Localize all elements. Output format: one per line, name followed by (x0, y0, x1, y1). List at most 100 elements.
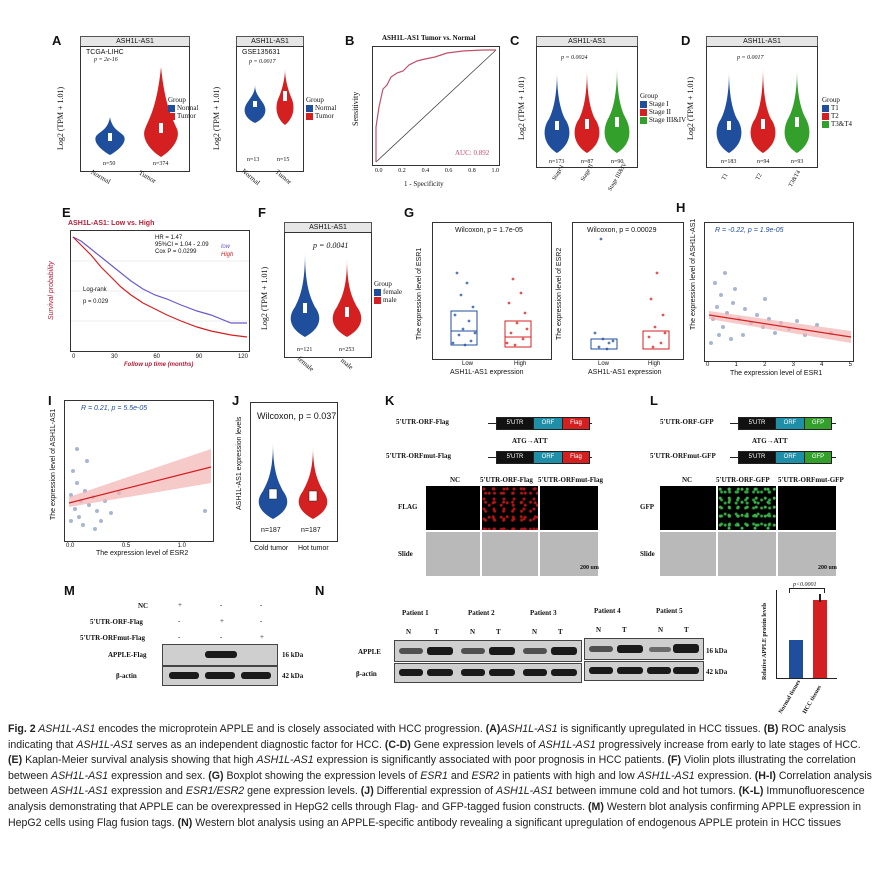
caption-gene: ASH1L-AS1 (500, 723, 558, 735)
panel-i-label: I (48, 393, 52, 408)
panel-d-plot: p = 0.0017 n=183 n=94 n=93 (706, 46, 818, 168)
panel-h-label: H (676, 200, 686, 215)
panel-g-xcat-low-1: Low (462, 361, 474, 367)
panel-c-ylabel: Log2 (TPM + 1.01) (517, 76, 526, 140)
panel-h-stat: R = -0.22, p = 1.9e-05 (715, 227, 784, 234)
panel-b-title: ASH1L-AS1 Tumor vs. Normal (382, 34, 476, 42)
caption-text: ROC analysis indicating that (8, 723, 847, 751)
legend-swatch (822, 112, 829, 120)
panel-k-scale: 200 um (580, 565, 599, 571)
band (489, 647, 515, 655)
tick: 0.0 (66, 543, 75, 549)
lane-t: T (434, 628, 439, 636)
caption-panel-ref: (J) (360, 785, 374, 798)
panel-d-xcat-2: T2 (755, 172, 764, 182)
band (489, 669, 515, 676)
panel-e-label: E (62, 205, 71, 220)
caption-gene: ASH1L-AS1 (256, 754, 314, 767)
panel-l-scale: 200 um (818, 565, 837, 571)
panel-l-img-mut (778, 486, 836, 530)
panel-g-boxplot-1 (450, 271, 532, 348)
tick: 60 (153, 354, 160, 360)
panel-k-seg-flag-2: Flag (562, 451, 590, 464)
tick: 1.0 (177, 543, 186, 549)
panel-m-row-orf: 5'UTR-ORF-Flag (90, 618, 143, 626)
legend-swatch (374, 288, 381, 296)
panel-d-xcat-1: T1 (721, 172, 730, 182)
caption-panel-ref: (C-D) (384, 738, 411, 751)
tick: 0.2 (398, 168, 406, 174)
panel-l-seg-orf-1: ORF (775, 417, 805, 430)
panel-n-blot-apple-label: APPLE (358, 648, 381, 656)
panel-c-legend-1: Stage I (649, 100, 669, 108)
panel-n-patient-3: Patient 3 (530, 609, 557, 617)
panel-m-sign: - (260, 617, 263, 625)
panel-e-xlabel: Follow up time (months) (124, 362, 194, 368)
panel-c-plot: p = 0.0024 n=173 n=87 n=90 (536, 46, 638, 168)
panel-e-legend: low High (221, 243, 233, 259)
panel-n-blot-actin-1 (394, 663, 582, 683)
panel-k-seg-utr-1: 5'UTR (496, 417, 534, 430)
panel-c-label: C (510, 33, 520, 48)
panel-k-col-mut: 5'UTR-ORFmut-Flag (538, 476, 603, 484)
caption-text: between immune cold and hot tumors. (553, 785, 739, 798)
panel-a-legend-normal-1: Normal (177, 104, 199, 112)
panel-l-label: L (650, 393, 658, 408)
panel-l-slide-orf (718, 532, 776, 576)
panel-k-seg-utr-2: 5'UTR (496, 451, 534, 464)
tick: 4 (820, 362, 824, 368)
tick: 1.0 (491, 168, 499, 174)
panel-m-sign: - (260, 601, 263, 609)
band (551, 647, 577, 655)
panel-d-xcat-3: T3&T4 (787, 169, 803, 189)
panel-f-legend-1: female (383, 288, 403, 296)
tick: 0.4 (421, 168, 430, 174)
panel-m-sign: - (220, 601, 223, 609)
lane-t: T (684, 626, 689, 634)
lane-t: T (558, 628, 563, 636)
panel-a-n-1b: n=374 (153, 161, 169, 167)
panel-a-legend-tumor-2: Tumor (315, 112, 334, 120)
panel-l-row-gfp: GFP (640, 503, 654, 511)
caption-panel-ref: (B) (763, 723, 779, 735)
panel-j-n-2: n=187 (301, 527, 321, 534)
panel-a-violins-2 (244, 69, 294, 125)
panel-b-ylabel: Sensitivity (351, 91, 360, 126)
panel-n-blot-actin-2 (584, 661, 704, 681)
tick: 0.6 (444, 168, 453, 174)
panel-l-row-slide: Slide (640, 550, 655, 558)
tick: 30 (110, 354, 118, 360)
caption-text: is significantly upregulated in HCC tiss… (557, 723, 764, 735)
panel-n-bar-xcat-2: HCC tissues (802, 684, 823, 715)
panel-l-seg-orf-2: ORF (775, 451, 805, 464)
panel-k-slide-nc (426, 532, 480, 576)
band (399, 669, 423, 676)
panel-l-construct-2: 5'UTR-ORFmut-GFP (650, 452, 716, 460)
panel-i-ylabel: The expression level of ASH1L-AS1 (50, 408, 57, 520)
panel-k-seg-flag-1: Flag (562, 417, 590, 430)
panel-l-col-nc: NC (682, 476, 693, 484)
panel-a-violins-1 (95, 67, 178, 157)
panel-m-sign: + (260, 633, 264, 641)
panel-f-ylabel: Log2 (TPM + 1.01) (260, 266, 269, 330)
panel-c-n-2: n=87 (581, 159, 594, 165)
band (427, 647, 453, 655)
panel-l-slide-nc (660, 532, 716, 576)
panel-h-xlabel: The expression level of ESR1 (730, 370, 823, 377)
panel-j-xcat-2: Hot tumor (298, 545, 329, 552)
panel-e-title: ASH1L-AS1: Low vs. High (68, 220, 155, 227)
panel-f-legend-title: Group (374, 280, 392, 288)
panel-l-seg-gfp-1: GFP (804, 417, 832, 430)
panel-f-p: p = 0.0041 (313, 241, 349, 250)
panel-m-blot-apple-label: APPLE-Flag (108, 651, 147, 659)
panel-g-xcat-high-2: High (648, 361, 661, 367)
lane-n: N (470, 628, 476, 636)
band (399, 648, 423, 654)
panel-g-xcat-low-2: Low (598, 361, 610, 367)
tick: 0.5 (121, 543, 131, 549)
panel-m-kda-42: 42 kDa (282, 672, 304, 680)
panel-g-boxplot-2 (590, 237, 670, 351)
panel-g-p-1: Wilcoxon, p = 1.7e-05 (455, 227, 523, 234)
band (673, 644, 699, 653)
caption-gene: ASH1L-AS1 (51, 785, 109, 798)
